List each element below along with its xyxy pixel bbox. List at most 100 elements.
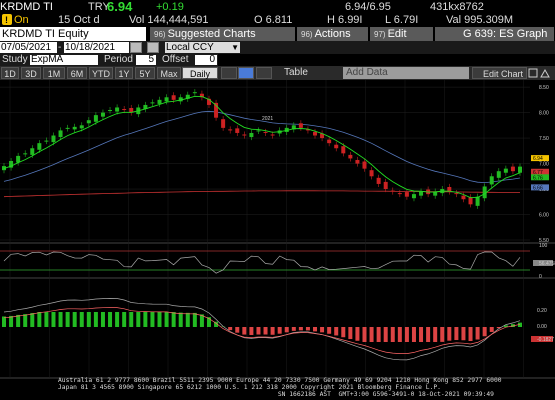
macd-bar xyxy=(192,312,197,327)
macd-bar xyxy=(341,327,346,338)
bid-ask: 6.94/6.95 xyxy=(345,1,391,13)
table-button[interactable]: Table xyxy=(284,67,308,78)
macd-bar xyxy=(305,327,310,331)
low-price: L 6.79I xyxy=(385,14,419,26)
candle-body xyxy=(171,95,176,100)
price-axis-label: 5.50 xyxy=(539,238,549,244)
footer-line: Australia 61 2 9777 8600 Brazil 5511 239… xyxy=(58,377,502,384)
add-data-input[interactable]: Add Data xyxy=(343,67,469,79)
currency-select[interactable]: Local CCY ▼ xyxy=(165,42,240,53)
quote-bar: KRDMD TI TRY 6.94 +0.19 6.94/6.95 431kx8… xyxy=(0,0,555,14)
range-separator: - xyxy=(58,42,62,53)
period-1d-button[interactable]: 1D xyxy=(1,67,19,79)
macd-bar xyxy=(178,312,183,327)
price-chart[interactable]: 8.508.007.507.006.506.005.506.946.776.76… xyxy=(0,80,555,380)
calendar-icon[interactable] xyxy=(130,42,142,53)
period-6m-button[interactable]: 6M xyxy=(67,67,87,79)
candle-body xyxy=(454,193,459,195)
edit-button[interactable]: 97) Edit xyxy=(370,27,434,41)
macd-bar xyxy=(58,312,63,327)
last-price: 6.94 xyxy=(107,0,133,14)
candle-body xyxy=(376,177,381,184)
frequency-select[interactable]: Daily xyxy=(182,67,218,79)
chart-toolbar: 1D 3D 1M 6M YTD 1Y 5Y Max Daily Table Ad… xyxy=(0,66,555,80)
macd-bar xyxy=(327,327,332,334)
line-tool-icon[interactable] xyxy=(221,67,237,79)
rsi-line xyxy=(3,251,521,274)
offset-input[interactable]: 0 xyxy=(195,55,217,65)
footer-line: SN 1662186 AST GMT+3:00 G596-3491-0 18-O… xyxy=(58,391,494,398)
calendar-icon[interactable] xyxy=(147,42,159,53)
price-axis-label: 8.00 xyxy=(539,111,549,117)
offset-label: Offset xyxy=(162,54,189,65)
on-prefix: On xyxy=(14,14,29,26)
end-date-input[interactable]: 10/18/2021 xyxy=(64,42,129,53)
rsi-tag xyxy=(533,260,553,266)
candle-body xyxy=(284,127,289,132)
warning-icon[interactable]: ! xyxy=(2,14,12,25)
candle-body xyxy=(397,193,402,195)
macd-bar xyxy=(348,327,353,340)
candle-body xyxy=(228,129,233,131)
footer-line: Japan 81 3 4565 8900 Singapore 65 6212 1… xyxy=(58,384,441,391)
period-3d-button[interactable]: 3D xyxy=(21,67,41,79)
macd-bar xyxy=(390,327,395,342)
candle-body xyxy=(51,135,56,143)
candle-body xyxy=(489,176,494,185)
candle-body xyxy=(86,120,91,124)
macd-bar xyxy=(489,327,494,332)
suggested-charts-button[interactable]: 96) Suggested Charts xyxy=(150,27,296,41)
candle-body xyxy=(334,144,339,149)
candle-body xyxy=(404,192,409,197)
candle-body xyxy=(178,97,183,102)
macd-bar xyxy=(291,327,296,331)
macd-bar xyxy=(298,327,303,331)
chart-type-icon[interactable] xyxy=(238,67,254,79)
macd-axis-label: 0.00 xyxy=(537,324,547,330)
volume: Vol 144,444,591 xyxy=(129,14,209,26)
candle-body xyxy=(235,128,240,133)
candle-body xyxy=(79,125,84,129)
candle-body xyxy=(256,130,261,132)
candle-body xyxy=(37,143,42,150)
ticker: KRDMD TI xyxy=(0,1,53,13)
edit-chart-button[interactable]: Edit Chart xyxy=(472,67,527,79)
macd-bar xyxy=(143,312,148,327)
macd-bar xyxy=(185,312,190,327)
candle-body xyxy=(263,131,268,133)
candle-body xyxy=(150,102,155,104)
date-range-bar: 07/05/2021 - 10/18/2021 Local CCY ▼ xyxy=(0,41,555,54)
candle-body xyxy=(313,131,318,136)
period-input[interactable]: 5 xyxy=(136,55,156,65)
price-tag xyxy=(531,184,549,191)
macd-bar xyxy=(235,327,240,333)
price-tag xyxy=(531,168,549,175)
candle-body xyxy=(214,102,219,118)
ema-line xyxy=(3,95,521,199)
period-1y-button[interactable]: 1Y xyxy=(115,67,133,79)
candle-body xyxy=(58,130,63,138)
slow-ma-line xyxy=(3,110,521,184)
chart-settings-icons[interactable] xyxy=(528,67,553,79)
draw-tool-icon[interactable] xyxy=(256,67,272,79)
macd-bar xyxy=(376,327,381,342)
macd-bar xyxy=(16,314,21,327)
start-date-input[interactable]: 07/05/2021 xyxy=(0,42,57,53)
macd-bar xyxy=(9,315,14,327)
candle-body xyxy=(482,186,487,199)
macd-axis-label: -0.1827 xyxy=(537,337,554,343)
period-max-button[interactable]: Max xyxy=(157,67,181,79)
period-1m-button[interactable]: 1M xyxy=(43,67,65,79)
candle-body xyxy=(192,92,197,94)
candle-body xyxy=(30,148,35,155)
actions-button[interactable]: 96) Actions xyxy=(297,27,369,41)
macd-bar xyxy=(320,327,325,333)
macd-bar xyxy=(334,327,339,336)
study-input[interactable]: ExpMA xyxy=(30,55,98,65)
security-input[interactable]: KRDMD TI Equity xyxy=(0,27,146,41)
candle-body xyxy=(291,125,296,130)
period-5y-button[interactable]: 5Y xyxy=(135,67,155,79)
period-ytd-button[interactable]: YTD xyxy=(89,67,113,79)
price-axis-label: 6.00 xyxy=(539,213,549,219)
macd-bar xyxy=(30,313,35,327)
